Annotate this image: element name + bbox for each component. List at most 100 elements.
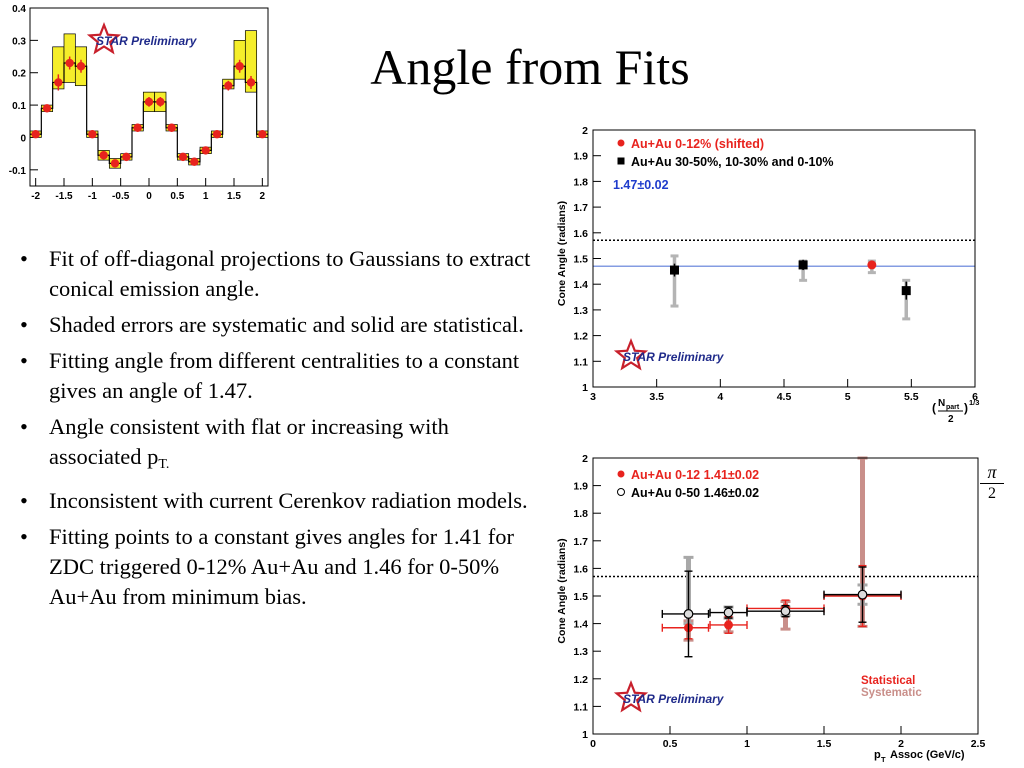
y-tick-label: 2: [582, 125, 588, 137]
data-point: [258, 130, 267, 139]
x-tick-label: 6: [972, 391, 978, 403]
x-tick-label: 0: [146, 191, 152, 202]
x-tick-label: 1: [744, 738, 750, 750]
y-tick-label: 0: [20, 133, 26, 144]
data-point: [683, 609, 694, 619]
data-point: [724, 620, 734, 630]
data-point: [235, 62, 244, 71]
star-logo-icon: [86, 21, 122, 55]
x-tick-label: 3.5: [649, 391, 664, 403]
x-tick-label: -1: [88, 191, 97, 202]
y-tick-label: 1.2: [573, 331, 588, 343]
data-point: [190, 157, 199, 166]
data-point: [224, 81, 233, 90]
legend-marker: [617, 488, 625, 496]
data-point: [901, 286, 911, 296]
bullet-item: Inconsistent with current Cerenkov radia…: [18, 486, 538, 516]
bullet-item: Fitting points to a constant gives angle…: [18, 522, 538, 612]
y-tick-label: 1.4: [573, 619, 588, 631]
legend-marker: [617, 139, 625, 147]
x-axis-label-exp: 1/3: [969, 398, 979, 407]
star-logo-icon: [613, 679, 649, 713]
y-axis-label: Cone Angle (radians): [556, 538, 568, 643]
data-point: [723, 607, 734, 618]
data-point: [54, 78, 63, 87]
x-axis-paren-open: (: [932, 401, 936, 415]
y-tick-label: 1.8: [573, 508, 588, 520]
star-preliminary-label: STAR Preliminary: [96, 34, 198, 48]
data-point: [144, 97, 154, 107]
bullet-list: Fit of off-diagonal projections to Gauss…: [18, 244, 538, 618]
legend-label: Au+Au 0-12 1.41±0.02: [631, 468, 759, 482]
statistical-label: Statistical: [861, 675, 915, 687]
x-tick-label: 1: [203, 191, 209, 202]
y-tick-label: 1.7: [573, 536, 588, 548]
y-tick-label: 0.2: [12, 69, 26, 80]
data-point: [122, 152, 131, 162]
y-tick-label: 1: [582, 382, 588, 394]
x-tick-label: 0.5: [170, 191, 184, 202]
y-tick-label: 0.1: [12, 101, 26, 112]
bullet-item: Shaded errors are systematic and solid a…: [18, 310, 538, 340]
y-tick-label: 1.4: [573, 279, 588, 291]
data-point: [42, 104, 52, 113]
x-tick-label: 3: [590, 391, 596, 403]
y-axis-label: Cone Angle (radians): [556, 201, 568, 306]
data-point: [31, 130, 40, 139]
data-point: [178, 152, 188, 162]
y-tick-label: 1.3: [573, 646, 588, 658]
projection-histogram-chart: -2 -1.5 -1 -0.5 0 0.5 1 1.5 2 -0.1 0 0.1 0.2 0.3 0.4 ST…: [9, 4, 269, 202]
data-point: [212, 130, 222, 139]
data-point: [798, 260, 808, 270]
x-tick-label: 4: [717, 391, 723, 403]
data-point: [110, 159, 120, 168]
x-tick-label: 1.5: [817, 738, 832, 750]
x-tick-label: -0.5: [112, 191, 130, 202]
y-tick-label: 0.4: [12, 4, 26, 15]
y-tick-label: 1: [582, 729, 588, 741]
data-point: [867, 260, 877, 270]
data-point: [156, 97, 165, 107]
pt-cone-angle-chart: 0 0.5 1 1.5 2 2.5 1 1.1 1.2 1.3 1.4 1.5 1.6 1.7 1.8 1.9…: [556, 453, 986, 764]
x-tick-label: 5.5: [904, 391, 919, 403]
y-tick-label: 2: [582, 453, 588, 465]
star-preliminary-label: STAR Preliminary: [623, 350, 725, 364]
y-tick-label: 1.5: [573, 254, 588, 266]
pi-over-two-fraction: π 2: [980, 462, 1004, 503]
data-point: [99, 151, 108, 160]
plot-frame: [592, 129, 976, 388]
y-tick-label: -0.1: [9, 166, 27, 177]
star-logo-icon: [613, 337, 649, 371]
y-tick-label: 1.7: [573, 202, 588, 214]
legend-label: Au+Au 30-50%, 10-30% and 0-10%: [631, 155, 834, 169]
legend-label: Au+Au 0-12% (shifted): [631, 137, 764, 151]
data-point: [857, 589, 868, 600]
x-axis-label: p: [874, 749, 881, 761]
x-tick-label: 0.5: [663, 738, 678, 750]
star-preliminary-label: STAR Preliminary: [623, 692, 725, 706]
y-tick-label: 1.6: [573, 228, 588, 240]
data-point: [246, 78, 256, 87]
y-tick-label: 1.8: [573, 176, 588, 188]
systematic-band: [244, 30, 258, 93]
x-tick-label: 2: [898, 738, 904, 750]
slide-title: Angle from Fits: [370, 39, 690, 95]
x-axis-label-sub: T: [881, 755, 886, 764]
data-point: [133, 123, 142, 132]
bullet-item: Fit of off-diagonal projections to Gauss…: [18, 244, 538, 304]
bullet-item: Angle consistent with flat or increasing…: [18, 412, 538, 480]
x-tick-label: 2.5: [971, 738, 986, 750]
x-tick-label: -1.5: [55, 191, 73, 202]
y-tick-label: 1.1: [573, 356, 588, 368]
x-tick-label: 1.5: [227, 191, 241, 202]
x-axis-label: N: [938, 398, 945, 409]
data-point: [76, 62, 86, 71]
legend-marker: [617, 157, 625, 165]
x-tick-label: 0: [590, 738, 596, 750]
x-tick-label: 5: [845, 391, 851, 403]
legend-label: Au+Au 0-50 1.46±0.02: [631, 486, 759, 500]
legend-marker: [617, 470, 625, 478]
x-tick-label: 2: [260, 191, 266, 202]
y-tick-label: 0.3: [12, 36, 26, 47]
y-tick-label: 1.6: [573, 563, 588, 575]
